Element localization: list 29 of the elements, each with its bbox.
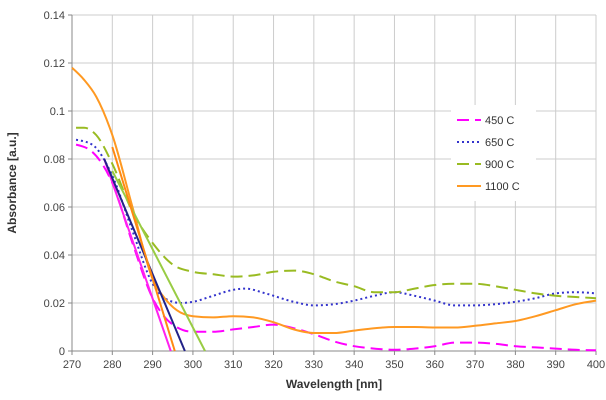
y-tick-label: 0.06: [44, 202, 65, 214]
x-axis-title: Wavelength [nm]: [286, 377, 382, 391]
x-tick-label: 400: [586, 359, 606, 371]
legend-label: 900 C: [485, 159, 514, 171]
x-tick-label: 340: [344, 359, 364, 371]
x-tick-label: 270: [62, 359, 82, 371]
x-tick-label: 370: [466, 359, 484, 371]
y-tick-label: 0.12: [44, 58, 65, 70]
x-tick-label: 280: [103, 359, 122, 371]
x-tick-label: 390: [546, 359, 565, 371]
x-tick-label: 300: [184, 359, 202, 371]
legend-label: 1100 C: [485, 181, 520, 193]
legend-label: 450 C: [485, 115, 514, 127]
x-tick-label: 360: [426, 359, 444, 371]
y-tick-label: 0.1: [50, 106, 65, 118]
legend-label: 650 C: [485, 137, 514, 149]
x-tick-label: 330: [304, 359, 324, 371]
y-tick-label: 0: [58, 346, 65, 358]
x-tick-label: 310: [224, 359, 242, 371]
y-tick-label: 0.04: [44, 250, 65, 262]
x-tick-label: 380: [506, 359, 525, 371]
line-series: [71, 66, 597, 334]
x-tick-label: 350: [385, 359, 404, 371]
y-tick-label: 0.08: [44, 154, 65, 166]
x-tick-label: 290: [143, 359, 162, 371]
y-tick-label: 0.14: [44, 10, 65, 22]
y-tick-label: 0.02: [44, 298, 65, 310]
y-axis-title: Absorbance [a.u.]: [5, 132, 19, 234]
x-tick-label: 320: [264, 359, 283, 371]
